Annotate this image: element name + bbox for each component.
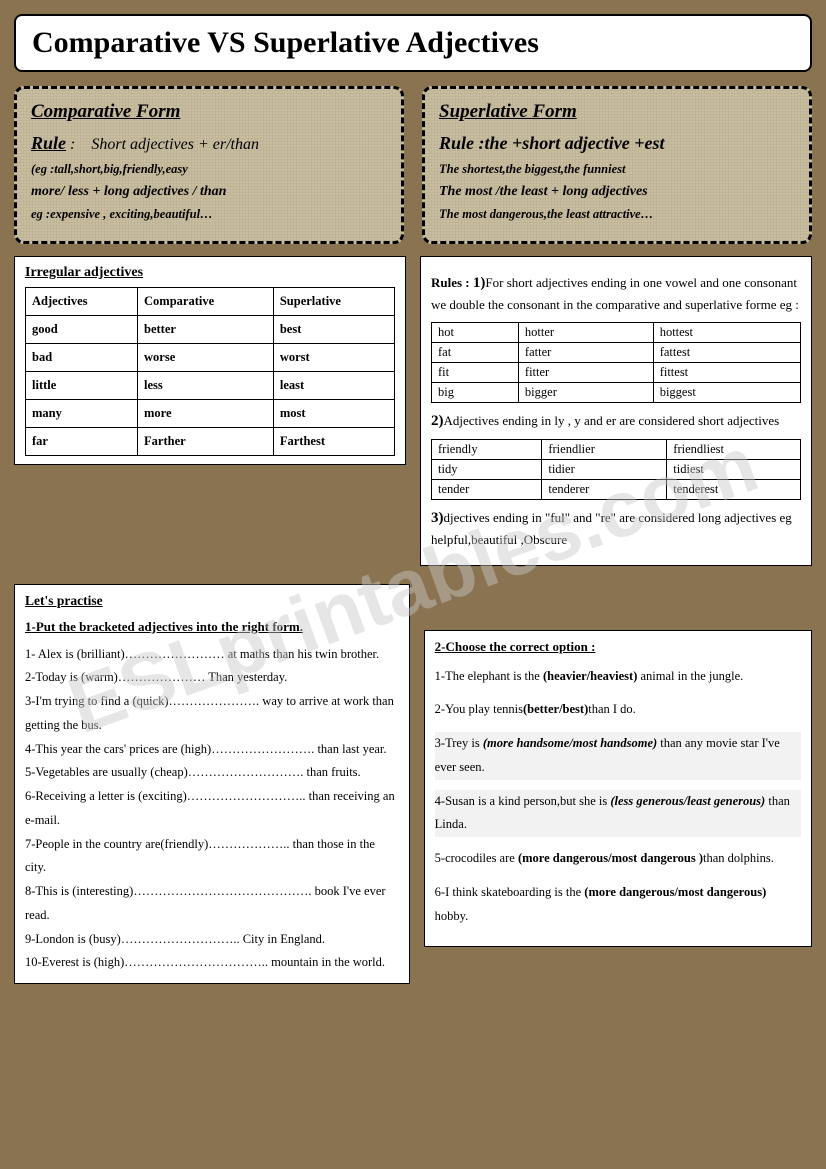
rule1-table: hothotterhottest fatfatterfattest fitfit… <box>431 322 801 403</box>
comparative-rule: Rule : Short adjectives + er/than <box>31 133 387 154</box>
comparative-eg2: eg :expensive , exciting,beautiful… <box>31 207 387 222</box>
table-row: goodbetterbest <box>26 316 395 344</box>
comparative-card: Comparative Form Rule : Short adjectives… <box>14 86 404 244</box>
rules-box: Rules : 1)For short adjectives ending in… <box>420 256 812 566</box>
table-row: bigbiggerbiggest <box>432 382 801 402</box>
rule-label: Rule <box>31 133 66 153</box>
superlative-card: Superlative Form Rule :the +short adject… <box>422 86 812 244</box>
list-item: 5-Vegetables are usually (cheap)……………………… <box>25 761 399 785</box>
irregular-heading: Irregular adjectives <box>25 265 395 281</box>
list-item: 6-I think skateboarding is the (more dan… <box>435 881 801 929</box>
list-item: 4-Susan is a kind person,but she is (les… <box>435 790 801 838</box>
irregular-table: Adjectives Comparative Superlative goodb… <box>25 287 395 456</box>
list-item: 2-You play tennis(better/best)than I do. <box>435 698 801 722</box>
list-item: 5-crocodiles are (more dangerous/most da… <box>435 847 801 871</box>
rule2-table: friendlyfriendlierfriendliest tidytidier… <box>431 439 801 500</box>
table-row: manymoremost <box>26 400 395 428</box>
list-item: 7-People in the country are(friendly)………… <box>25 833 399 881</box>
list-item: 3-Trey is (more handsome/most handsome) … <box>435 732 801 780</box>
irregular-box: Irregular adjectives Adjectives Comparat… <box>14 256 406 465</box>
table-row: tidytidiertidiest <box>432 459 801 479</box>
th-sup: Superlative <box>273 288 394 316</box>
title-container: Comparative VS Superlative Adjectives <box>14 14 812 72</box>
table-row: tendertenderertenderest <box>432 479 801 499</box>
list-item: 3-I'm trying to find a (quick)…………………. w… <box>25 690 399 738</box>
superlative-eg1: The shortest,the biggest,the funniest <box>439 162 795 177</box>
list-item: 4-This year the cars' prices are (high)…… <box>25 738 399 762</box>
superlative-rule: Rule :the +short adjective +est <box>439 133 795 154</box>
rule1: Rules : 1)For short adjectives ending in… <box>431 271 801 316</box>
comparative-line2: more/ less + long adjectives / than <box>31 184 387 200</box>
table-row: fatfatterfattest <box>432 342 801 362</box>
list-item: 1- Alex is (brilliant)…………………… at maths … <box>25 643 399 667</box>
rule-text: Short adjectives + er/than <box>91 136 259 153</box>
choose-box: 2-Choose the correct option : 1-The elep… <box>424 630 812 948</box>
comparative-eg1: (eg :tall,short,big,friendly,easy <box>31 162 387 177</box>
list-item: 2-Today is (warm)………………… Than yesterday. <box>25 666 399 690</box>
list-item: 6-Receiving a letter is (exciting)………………… <box>25 785 399 833</box>
th-comp: Comparative <box>138 288 274 316</box>
comparative-heading: Comparative Form <box>31 101 387 123</box>
list-item: 8-This is (interesting)……………………………………. b… <box>25 880 399 928</box>
practise-instruction: 1-Put the bracketed adjectives into the … <box>25 619 399 635</box>
rule2: 2)Adjectives ending in ly , y and er are… <box>431 409 801 433</box>
rule3: 3)djectives ending in "ful" and "re" are… <box>431 506 801 551</box>
superlative-line2: The most /the least + long adjectives <box>439 184 795 200</box>
practise-box: Let's practise 1-Put the bracketed adjec… <box>14 584 410 985</box>
practise-heading: Let's practise <box>25 593 399 609</box>
table-row: friendlyfriendlierfriendliest <box>432 439 801 459</box>
list-item: 9-London is (busy)……………………….. City in En… <box>25 928 399 952</box>
table-row: hothotterhottest <box>432 322 801 342</box>
table-row: littlelessleast <box>26 372 395 400</box>
table-row: fitfitterfittest <box>432 362 801 382</box>
list-item: 10-Everest is (high)…………………………….. mounta… <box>25 951 399 975</box>
table-row: farFartherFarthest <box>26 428 395 456</box>
table-header-row: Adjectives Comparative Superlative <box>26 288 395 316</box>
superlative-eg2: The most dangerous,the least attractive… <box>439 207 795 222</box>
th-adj: Adjectives <box>26 288 138 316</box>
table-row: badworseworst <box>26 344 395 372</box>
choose-instruction: 2-Choose the correct option : <box>435 639 801 655</box>
superlative-heading: Superlative Form <box>439 101 795 123</box>
page-title: Comparative VS Superlative Adjectives <box>32 26 794 60</box>
list-item: 1-The elephant is the (heavier/heaviest)… <box>435 665 801 689</box>
